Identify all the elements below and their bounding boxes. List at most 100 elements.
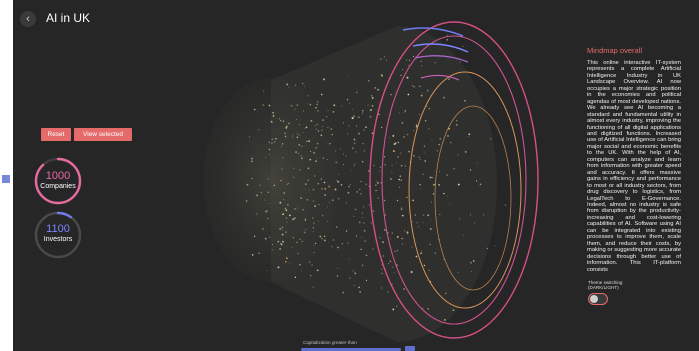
company-dot[interactable] — [365, 183, 367, 186]
company-dot[interactable] — [406, 133, 409, 136]
company-dot[interactable] — [285, 217, 288, 219]
company-dot[interactable] — [469, 214, 471, 216]
company-dot[interactable] — [421, 65, 423, 67]
company-dot[interactable] — [397, 156, 399, 158]
company-dot[interactable] — [358, 221, 361, 224]
company-dot[interactable] — [378, 113, 380, 116]
company-dot[interactable] — [337, 180, 340, 183]
company-dot[interactable] — [345, 202, 347, 204]
company-dot[interactable] — [447, 196, 448, 198]
company-dot[interactable] — [386, 59, 388, 61]
company-dot[interactable] — [331, 199, 334, 202]
company-dot[interactable] — [352, 108, 354, 110]
company-dot[interactable] — [327, 206, 329, 208]
company-dot[interactable] — [377, 182, 379, 184]
company-dot[interactable] — [407, 233, 409, 235]
company-dot[interactable] — [270, 120, 273, 123]
company-dot[interactable] — [286, 221, 288, 223]
company-dot[interactable] — [490, 137, 492, 140]
company-dot[interactable] — [363, 150, 366, 152]
company-dot[interactable] — [414, 214, 416, 216]
company-dot[interactable] — [388, 263, 390, 265]
company-dot[interactable] — [426, 106, 428, 108]
company-dot[interactable] — [418, 156, 420, 159]
company-dot[interactable] — [403, 136, 405, 138]
company-dot[interactable] — [408, 64, 410, 66]
company-dot[interactable] — [279, 242, 282, 245]
company-dot[interactable] — [274, 138, 277, 140]
company-dot[interactable] — [468, 136, 470, 138]
company-dot[interactable] — [429, 176, 432, 179]
company-dot[interactable] — [393, 143, 396, 146]
company-dot[interactable] — [348, 74, 350, 76]
company-dot[interactable] — [347, 191, 350, 194]
company-dot[interactable] — [308, 140, 311, 143]
back-button[interactable]: ‹ — [20, 11, 36, 27]
company-dot[interactable] — [380, 287, 382, 289]
company-dot[interactable] — [368, 204, 370, 206]
company-dot[interactable] — [367, 104, 369, 106]
company-dot[interactable] — [251, 254, 254, 256]
company-dot[interactable] — [285, 261, 287, 263]
company-dot[interactable] — [296, 241, 298, 244]
company-dot[interactable] — [292, 134, 293, 136]
company-dot[interactable] — [335, 226, 338, 228]
company-dot[interactable] — [355, 91, 358, 94]
company-dot[interactable] — [327, 109, 329, 111]
company-dot[interactable] — [256, 213, 258, 215]
company-dot[interactable] — [396, 235, 399, 238]
company-dot[interactable] — [400, 74, 402, 77]
company-dot[interactable] — [321, 187, 323, 190]
company-dot[interactable] — [351, 169, 353, 171]
company-dot[interactable] — [371, 96, 374, 99]
company-dot[interactable] — [312, 286, 314, 288]
company-dot[interactable] — [462, 45, 464, 47]
company-dot[interactable] — [268, 148, 271, 151]
company-dot[interactable] — [377, 88, 380, 91]
company-dot[interactable] — [281, 142, 284, 145]
company-dot[interactable] — [455, 225, 457, 227]
company-dot[interactable] — [370, 109, 372, 111]
company-dot[interactable] — [286, 83, 289, 86]
company-dot[interactable] — [292, 237, 295, 239]
company-dot[interactable] — [446, 38, 449, 41]
company-dot[interactable] — [318, 203, 320, 206]
company-dot[interactable] — [476, 162, 478, 164]
company-dot[interactable] — [289, 262, 291, 264]
company-dot[interactable] — [335, 150, 337, 152]
company-dot[interactable] — [294, 108, 296, 110]
company-dot[interactable] — [296, 136, 299, 139]
company-dot[interactable] — [313, 244, 315, 246]
company-dot[interactable] — [316, 123, 319, 126]
company-dot[interactable] — [294, 208, 296, 210]
company-dot[interactable] — [292, 136, 294, 138]
company-dot[interactable] — [361, 236, 363, 238]
company-dot[interactable] — [401, 214, 404, 217]
company-dot[interactable] — [281, 168, 283, 170]
company-dot[interactable] — [269, 236, 271, 238]
company-dot[interactable] — [391, 164, 393, 166]
company-dot[interactable] — [297, 252, 299, 254]
companies-stat[interactable]: 1000 Companies — [36, 170, 80, 190]
company-dot[interactable] — [453, 167, 456, 170]
company-dot[interactable] — [431, 201, 432, 203]
company-dot[interactable] — [246, 183, 249, 186]
company-dot[interactable] — [457, 271, 459, 273]
company-dot[interactable] — [273, 184, 275, 187]
company-dot[interactable] — [317, 110, 319, 112]
company-dot[interactable] — [368, 80, 370, 82]
company-dot[interactable] — [300, 197, 303, 200]
company-dot[interactable] — [361, 216, 363, 218]
company-dot[interactable] — [322, 215, 324, 217]
company-dot[interactable] — [304, 183, 307, 185]
company-dot[interactable] — [272, 115, 275, 117]
company-dot[interactable] — [248, 136, 251, 138]
company-dot[interactable] — [327, 126, 329, 129]
company-dot[interactable] — [336, 246, 339, 248]
company-dot[interactable] — [396, 264, 398, 266]
company-dot[interactable] — [427, 214, 430, 217]
company-dot[interactable] — [301, 157, 303, 160]
company-dot[interactable] — [406, 76, 409, 79]
company-dot[interactable] — [433, 183, 435, 186]
company-dot[interactable] — [282, 120, 285, 123]
